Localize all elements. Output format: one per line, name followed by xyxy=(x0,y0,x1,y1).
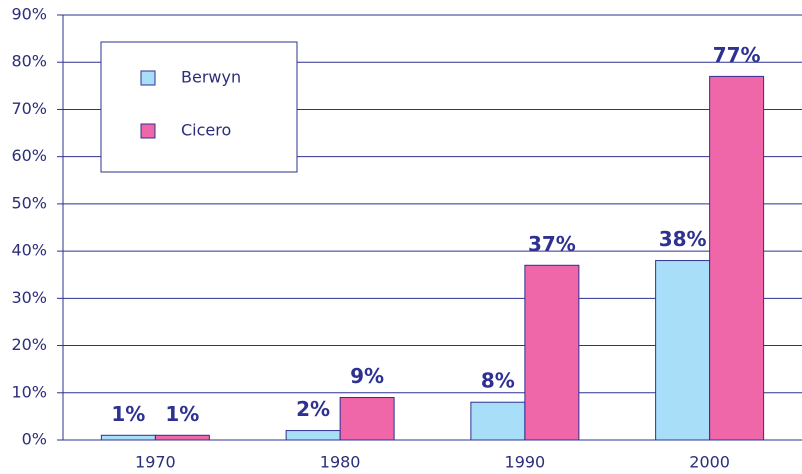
y-tick-label: 50% xyxy=(11,193,47,212)
x-tick-label: 1980 xyxy=(320,453,361,472)
y-tick-label: 80% xyxy=(11,52,47,71)
legend-box xyxy=(100,41,298,173)
bar xyxy=(154,434,210,441)
bar xyxy=(470,401,526,441)
bar xyxy=(339,397,395,441)
bar xyxy=(524,264,580,441)
y-tick-label: 90% xyxy=(11,5,47,24)
legend-swatch xyxy=(140,70,156,86)
bar xyxy=(100,434,156,441)
legend-label: Cicero xyxy=(181,121,231,140)
y-tick-label: 40% xyxy=(11,241,47,260)
y-tick-label: 0% xyxy=(22,430,47,449)
x-tick-label: 1970 xyxy=(135,453,176,472)
y-tick-label: 70% xyxy=(11,99,47,118)
value-label: 1% xyxy=(111,402,145,426)
x-tick-label: 1990 xyxy=(505,453,546,472)
value-label: 8% xyxy=(481,369,515,393)
value-label: 9% xyxy=(350,364,384,388)
y-tick-label: 10% xyxy=(11,382,47,401)
y-tick-label: 60% xyxy=(11,146,47,165)
bar xyxy=(285,430,341,441)
value-label: 37% xyxy=(528,232,576,256)
value-label: 38% xyxy=(659,227,707,251)
y-tick-label: 30% xyxy=(11,288,47,307)
bar xyxy=(655,260,711,441)
x-tick-label: 2000 xyxy=(689,453,730,472)
bar xyxy=(709,75,765,441)
value-label: 1% xyxy=(165,402,199,426)
value-label: 77% xyxy=(713,43,761,67)
y-tick-label: 20% xyxy=(11,335,47,354)
legend-swatch xyxy=(140,123,156,139)
legend-label: Berwyn xyxy=(181,68,241,87)
value-label: 2% xyxy=(296,397,330,421)
